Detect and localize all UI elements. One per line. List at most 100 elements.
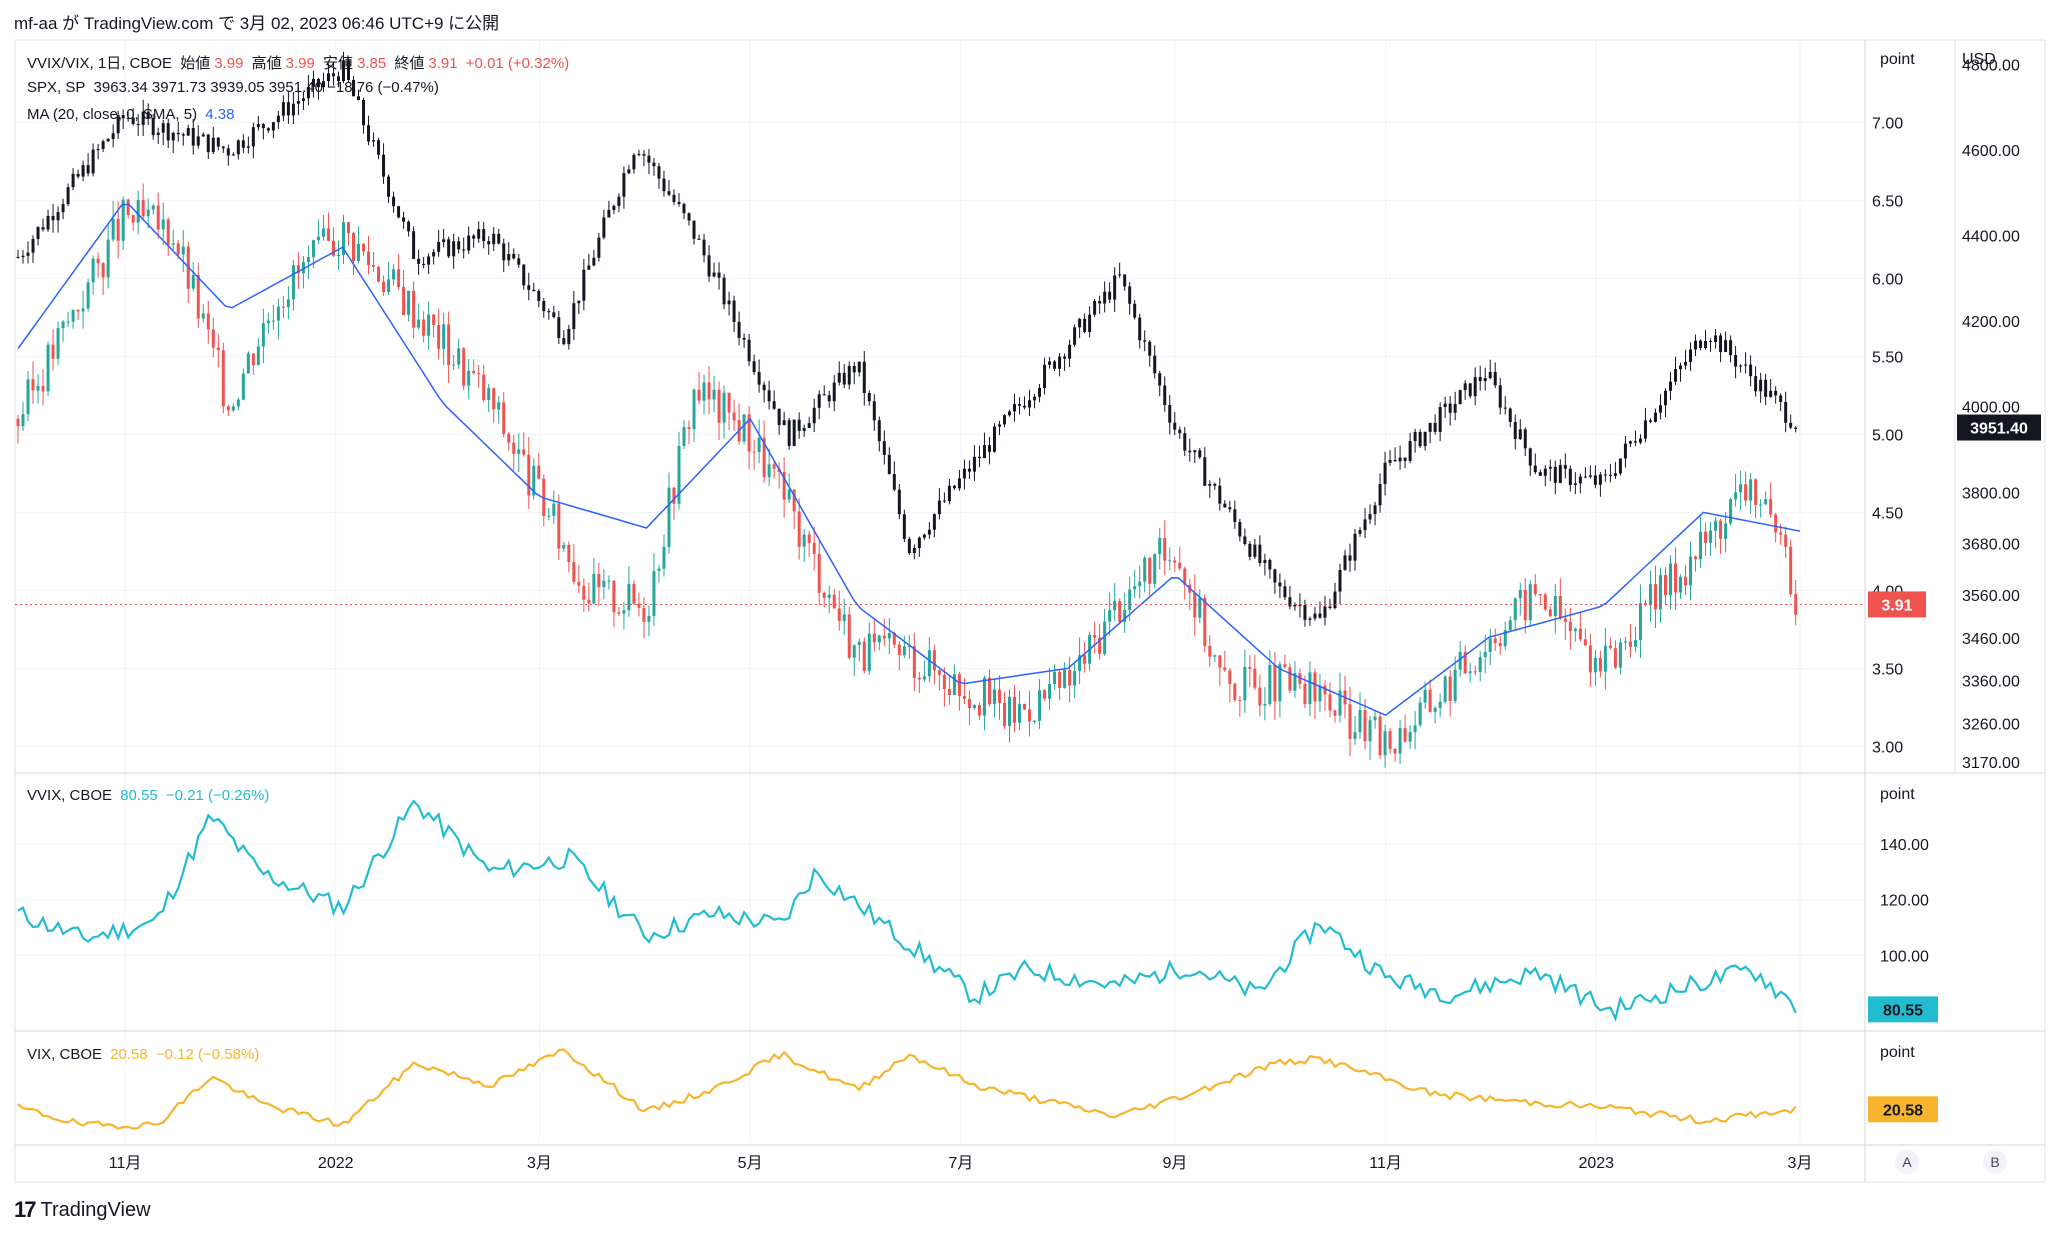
spx-candle — [1313, 613, 1317, 619]
spx-candle — [1033, 396, 1037, 401]
b-scale-button[interactable]: B — [1983, 1150, 2007, 1174]
spx-candle — [346, 60, 350, 81]
ratio-candle — [1613, 648, 1617, 668]
ratio-candle — [812, 542, 816, 554]
ratio-candle — [1458, 651, 1462, 670]
ratio-candle — [1528, 584, 1532, 621]
ratio-candle — [116, 218, 120, 241]
ratio-candle — [1418, 702, 1422, 726]
spx-candle — [86, 165, 90, 174]
spx-candle — [1133, 303, 1137, 318]
ratio-candle — [306, 257, 310, 263]
ratio-candle — [1108, 610, 1112, 622]
ratio-candle — [927, 650, 931, 677]
ratio-candle — [81, 308, 85, 312]
spx-candle — [827, 395, 831, 402]
ratio-candle — [256, 346, 260, 366]
spx-candle — [1178, 429, 1182, 434]
ratio-candle — [1368, 720, 1372, 742]
ratio-candle — [1193, 592, 1197, 618]
ratio-candle — [1588, 645, 1592, 673]
ratio-candle — [382, 281, 386, 293]
spx-candle — [1528, 448, 1532, 466]
main-axis-tick: 5.00 — [1872, 427, 1903, 444]
spx-candle — [642, 154, 646, 156]
ratio-candle — [1483, 651, 1487, 658]
ratio-candle — [1473, 671, 1477, 673]
ratio-candle — [141, 200, 145, 217]
spx-candle — [26, 252, 30, 256]
spx-candle — [1053, 361, 1057, 369]
spx-candle — [807, 423, 811, 428]
spx-candle — [1113, 275, 1117, 300]
grid — [15, 40, 1865, 1142]
tradingview-logo[interactable]: 17 TradingView — [14, 1197, 151, 1223]
ratio-candle — [912, 645, 916, 678]
ratio-candle — [437, 324, 441, 349]
last-spx-label-bg — [1957, 414, 2041, 441]
spx-candle — [1653, 412, 1657, 422]
spx-candle — [382, 154, 386, 177]
ratio-candle — [897, 644, 901, 656]
ratio-candle — [707, 382, 711, 400]
ratio-candle — [467, 370, 471, 386]
spx-candle — [697, 238, 701, 240]
ratio-candle — [667, 487, 671, 547]
spx-candle — [321, 81, 325, 88]
ratio-candle — [612, 580, 616, 613]
spx-candle — [1288, 597, 1292, 607]
spx-candle — [617, 196, 621, 206]
spx-candle — [372, 140, 376, 142]
ratio-candle — [1503, 630, 1507, 647]
ratio-candle — [1704, 531, 1708, 543]
spx-candle — [1583, 476, 1587, 478]
ratio-candle — [552, 503, 556, 516]
ratio-candle — [582, 585, 586, 600]
spx-candle — [622, 173, 626, 197]
spx-candle — [131, 117, 135, 124]
ratio-candle — [957, 674, 961, 697]
ratio-candle — [872, 633, 876, 643]
auto-scale-button[interactable]: A — [1895, 1150, 1919, 1174]
spx-candle — [672, 194, 676, 203]
ratio-candle — [1573, 628, 1577, 632]
ratio-candle — [1293, 673, 1297, 691]
spx-candle — [1158, 373, 1162, 386]
vix-axis-unit: point — [1880, 1044, 1915, 1061]
ratio-candle — [507, 433, 511, 443]
ratio-candle — [1408, 732, 1412, 742]
ratio-candle — [722, 392, 726, 423]
spx-candle — [1068, 344, 1072, 359]
ratio-candle — [557, 503, 561, 549]
ratio-candle — [637, 603, 641, 608]
ratio-candle — [412, 290, 416, 328]
spx-candle — [216, 137, 220, 147]
ratio-candle — [1007, 696, 1011, 727]
main-axis-tick: 5.50 — [1872, 349, 1903, 366]
spx-candle — [66, 187, 70, 205]
spx-candle — [1684, 361, 1688, 366]
ratio-candle — [772, 464, 776, 469]
ratio-candle — [592, 573, 596, 604]
ratio-candle — [96, 258, 100, 264]
ratio-candle — [251, 353, 255, 366]
ratio-candle — [1533, 584, 1537, 595]
spx-candle — [542, 300, 546, 312]
spx-candle — [1468, 383, 1472, 397]
spx-candle — [1628, 441, 1632, 444]
spx-candle — [762, 384, 766, 391]
spx-candle — [1719, 335, 1723, 353]
spx-candle — [1533, 465, 1537, 473]
ratio-candle — [1348, 704, 1352, 739]
spx-candle — [937, 500, 941, 515]
ratio-candle — [266, 320, 270, 324]
ratio-candle — [972, 705, 976, 709]
spx-candle — [637, 154, 641, 156]
ratio-candle — [1253, 668, 1257, 688]
ratio-candle — [91, 258, 95, 283]
spx-candle — [352, 80, 356, 97]
spx-candle — [687, 213, 691, 221]
spx-candle — [246, 146, 250, 148]
ratio-candle — [357, 244, 361, 261]
